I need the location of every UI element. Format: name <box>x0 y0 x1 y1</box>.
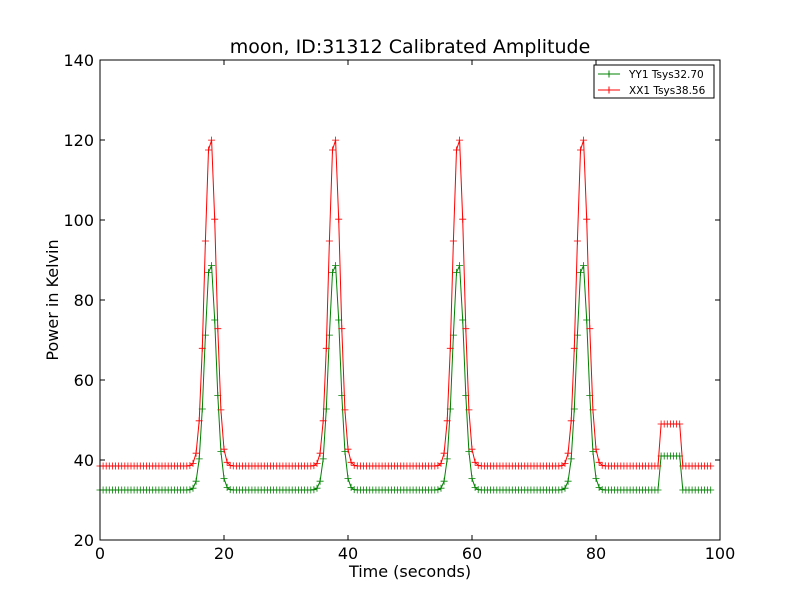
legend-label: XX1 Tsys38.56 <box>629 85 706 97</box>
plot-area <box>96 136 715 494</box>
y-axis-label: Power in Kelvin <box>43 239 62 360</box>
series-1 <box>96 136 715 470</box>
y-tick-label: 140 <box>63 51 94 70</box>
y-tick-label: 40 <box>74 451 94 470</box>
y-tick-label: 20 <box>74 531 94 550</box>
y-tick-label: 100 <box>63 211 94 230</box>
x-tick-label: 0 <box>95 544 105 563</box>
legend-box <box>593 64 715 99</box>
x-tick-label: 100 <box>705 544 736 563</box>
y-tick-label: 120 <box>63 131 94 150</box>
legend: YY1 Tsys32.70 XX1 Tsys38.56 <box>593 64 715 99</box>
y-tick-label: 80 <box>74 291 94 310</box>
x-tick-label: 80 <box>586 544 606 563</box>
x-tick-label: 20 <box>214 544 234 563</box>
chart-title: moon, ID:31312 Calibrated Amplitude <box>230 36 591 58</box>
legend-marker <box>605 86 613 94</box>
x-tick-label: 40 <box>338 544 358 563</box>
legend-label: YY1 Tsys32.70 <box>628 69 704 81</box>
x-tick-label: 60 <box>462 544 482 563</box>
y-tick-label: 60 <box>74 371 94 390</box>
legend-marker <box>605 70 613 78</box>
x-axis-label: Time (seconds) <box>348 562 471 581</box>
